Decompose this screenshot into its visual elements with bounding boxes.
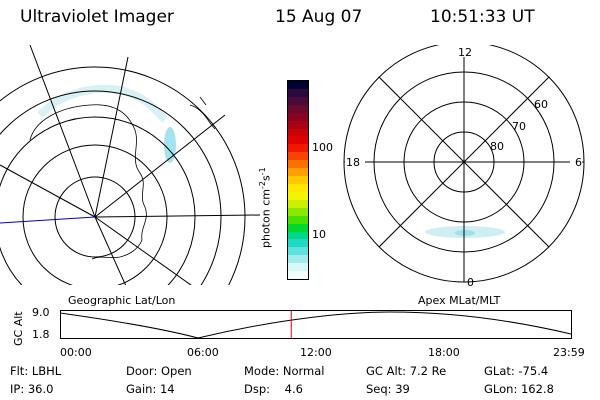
geographic-caption: Geographic Lat/Lon <box>68 294 176 307</box>
colorbar-segment <box>288 207 308 216</box>
colorbar-segment <box>288 160 308 169</box>
dsp-field: Dsp: 4.6 <box>244 382 303 396</box>
mlt-label-0: 0 <box>467 276 474 289</box>
colorbar-segment <box>288 144 308 153</box>
colorbar-segment <box>288 199 308 208</box>
glat-field: GLat: -75.4 <box>484 364 549 378</box>
colorbar-segment <box>288 223 308 232</box>
altitude-min-label: 1.8 <box>32 328 50 341</box>
ip-field: IP: 36.0 <box>10 382 54 396</box>
colorbar-segment <box>288 255 308 264</box>
door-field: Door: Open <box>126 364 192 378</box>
magnetic-caption: Apex MLat/MLT <box>418 294 501 307</box>
mlt-label-6: 6 <box>575 156 582 169</box>
glon-field: GLon: 162.8 <box>484 382 554 396</box>
orbit-track <box>0 216 96 224</box>
magnetic-map <box>343 45 585 283</box>
colorbar-segment <box>288 104 308 113</box>
colorbar-segment <box>288 183 308 192</box>
colorbar-segment <box>288 247 308 256</box>
time-tick-1: 06:00 <box>187 346 219 359</box>
colorbar-segment <box>288 152 308 161</box>
colorbar-segment <box>288 88 308 97</box>
colorbar-segment <box>288 136 308 145</box>
geographic-map <box>0 45 261 285</box>
lat-label-60: 60 <box>534 98 548 111</box>
colorbar-segment <box>288 112 308 121</box>
colorbar-segment <box>288 176 308 184</box>
colorbar-segment <box>288 263 308 272</box>
colorbar-segment <box>288 215 308 224</box>
colorbar <box>287 80 309 280</box>
instrument-title: Ultraviolet Imager <box>20 7 174 27</box>
time-tick-4: 23:59 <box>553 346 585 359</box>
altitude-axis-label: GC Alt <box>12 311 25 346</box>
colorbar-segment <box>288 271 308 279</box>
colorbar-tick-10: 10 <box>312 228 326 241</box>
colorbar-segment <box>288 191 308 200</box>
gain-field: Gain: 14 <box>126 382 175 396</box>
date-label: 15 Aug 07 <box>275 7 363 27</box>
colorbar-segment <box>288 120 308 129</box>
colorbar-segment <box>288 239 308 248</box>
time-tick-0: 00:00 <box>60 346 92 359</box>
mlt-label-18: 18 <box>346 156 360 169</box>
colorbar-unit-label: photon cm-2s-1 <box>258 167 273 248</box>
seq-field: Seq: 39 <box>366 382 410 396</box>
gcalt-field: GC Alt: 7.2 Re <box>366 364 447 378</box>
colorbar-segment <box>288 231 308 240</box>
antarctica-coastline <box>29 104 147 260</box>
colorbar-segment <box>288 96 308 105</box>
lat-label-70: 70 <box>512 120 526 133</box>
flt-field: Flt: LBHL <box>10 364 62 378</box>
time-tick-3: 18:00 <box>428 346 460 359</box>
time-label: 10:51:33 UT <box>430 7 535 27</box>
colorbar-tick-100: 100 <box>312 141 333 154</box>
colorbar-segment <box>288 81 308 89</box>
altitude-plot <box>60 310 572 339</box>
colorbar-segment <box>288 128 308 137</box>
colorbar-segment <box>288 168 308 177</box>
altitude-max-label: 9.0 <box>32 306 50 319</box>
mode-field: Mode: Normal <box>244 364 325 378</box>
aurora-glow <box>37 84 168 123</box>
mlt-label-12: 12 <box>458 46 472 59</box>
lat-label-80: 80 <box>490 140 504 153</box>
time-tick-2: 12:00 <box>300 346 332 359</box>
